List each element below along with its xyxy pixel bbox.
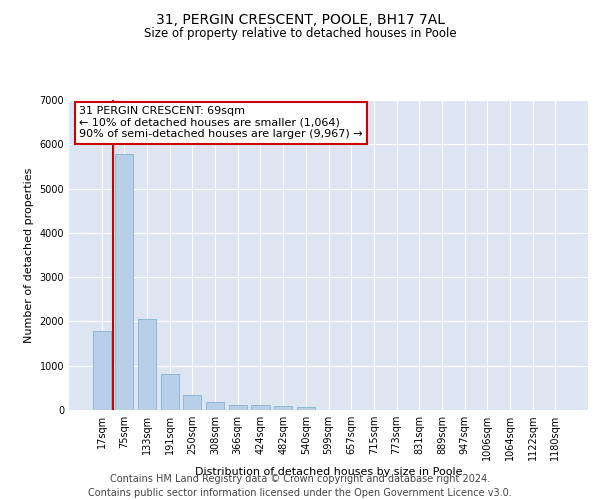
Text: Size of property relative to detached houses in Poole: Size of property relative to detached ho…: [143, 28, 457, 40]
Text: 31, PERGIN CRESCENT, POOLE, BH17 7AL: 31, PERGIN CRESCENT, POOLE, BH17 7AL: [155, 12, 445, 26]
Bar: [229, 404, 247, 410]
Bar: [297, 407, 315, 410]
Bar: [138, 319, 156, 410]
Bar: [92, 331, 111, 410]
Bar: [206, 402, 224, 410]
Bar: [161, 374, 179, 410]
Bar: [115, 154, 133, 410]
Text: 31 PERGIN CRESCENT: 69sqm
← 10% of detached houses are smaller (1,064)
90% of se: 31 PERGIN CRESCENT: 69sqm ← 10% of detac…: [79, 106, 363, 140]
Bar: [184, 395, 202, 410]
X-axis label: Distribution of detached houses by size in Poole: Distribution of detached houses by size …: [195, 468, 462, 477]
Y-axis label: Number of detached properties: Number of detached properties: [24, 168, 34, 342]
Bar: [251, 406, 269, 410]
Bar: [274, 406, 292, 410]
Text: Contains HM Land Registry data © Crown copyright and database right 2024.
Contai: Contains HM Land Registry data © Crown c…: [88, 474, 512, 498]
